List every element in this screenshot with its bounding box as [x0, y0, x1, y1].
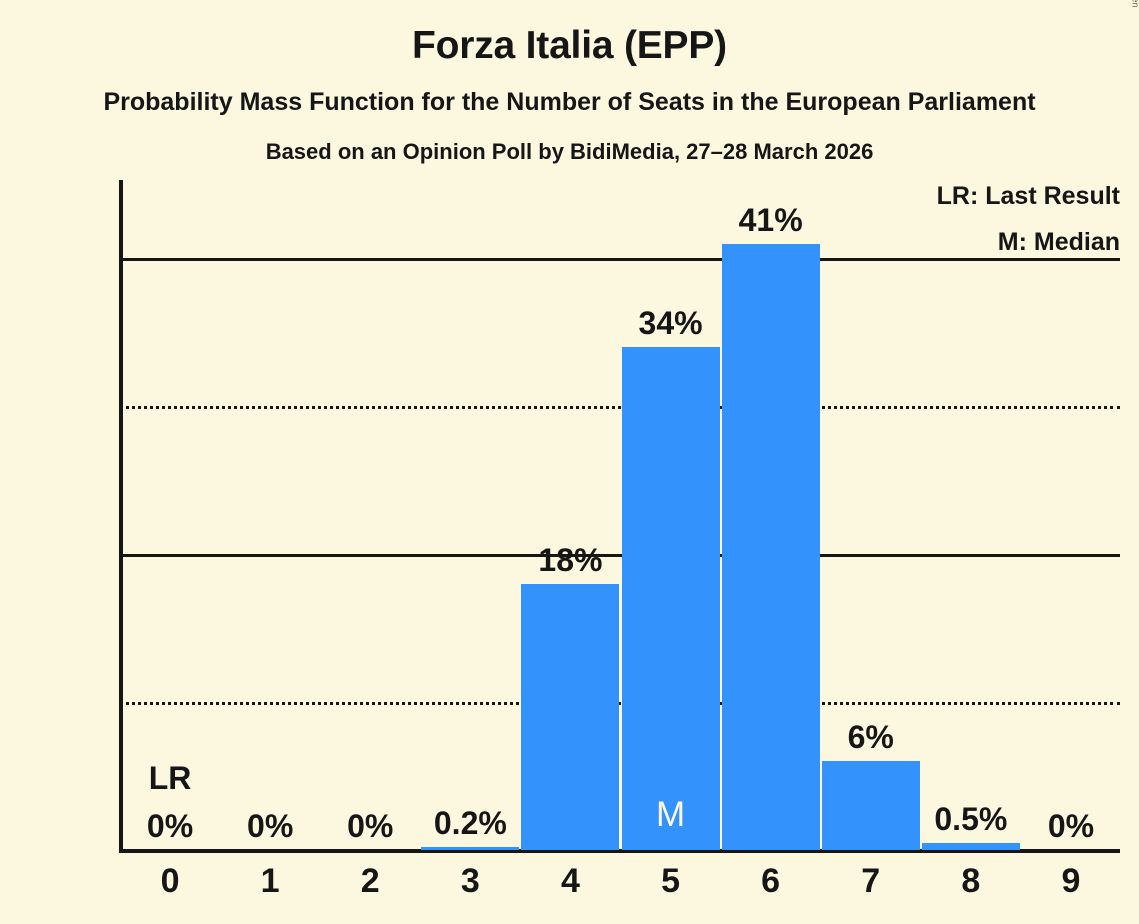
bar-seat-8[interactable] — [921, 842, 1020, 850]
bar-value-label-seat-2: 0% — [347, 808, 394, 844]
x-tick-label-5: 5 — [661, 862, 680, 900]
bar-value-label-seat-3: 0.2% — [433, 805, 507, 842]
bar-seat-3[interactable] — [421, 847, 520, 850]
bar-value-label-seat-0: 0% — [146, 808, 194, 844]
bar-group-seat-6[interactable]: 41% — [721, 180, 820, 850]
bar-value-label-seat-1: 0% — [247, 808, 294, 844]
bar-group-seat-9[interactable]: 0% — [1022, 180, 1120, 850]
bar-group-seat-4[interactable]: 18% — [521, 180, 620, 850]
bar-group-seat-1[interactable]: 0% — [221, 180, 319, 850]
gridline-major-20 — [119, 554, 1120, 558]
bar-value-label-seat-5: 34% — [638, 305, 703, 342]
bar-seat-7[interactable] — [821, 761, 920, 850]
bar-value-label-seat-7: 6% — [847, 719, 894, 756]
bar-series: 0% LR 0% 0% 0.2% 18% 34% M 41% 6% 0.5% 0% — [121, 180, 1120, 850]
bar-group-seat-8[interactable]: 0.5% — [921, 180, 1020, 850]
chart-subtitle: Probability Mass Function for the Number… — [103, 88, 1036, 116]
gridline-major-40 — [119, 258, 1120, 262]
chart-header: Forza Italia (EPP) Probability Mass Func… — [0, 0, 1139, 163]
bar-group-seat-5[interactable]: 34% M — [621, 180, 720, 850]
chart-source-line: Based on an Opinion Poll by BidiMedia, 2… — [265, 139, 874, 164]
bar-seat-4[interactable] — [521, 583, 620, 850]
last-result-marker: LR — [148, 760, 192, 796]
bar-value-label-seat-4: 18% — [538, 541, 603, 578]
x-tick-label-3: 3 — [460, 862, 480, 900]
x-tick-label-9: 9 — [1061, 862, 1081, 900]
x-tick-label-0: 0 — [160, 862, 180, 900]
bar-group-seat-3[interactable]: 0.2% — [421, 180, 520, 850]
page-title: Forza Italia (EPP) — [412, 24, 727, 67]
bar-value-label-seat-6: 41% — [738, 201, 803, 238]
x-tick-label-4: 4 — [560, 862, 580, 900]
x-tick-label-6: 6 — [761, 862, 781, 900]
x-tick-label-1: 1 — [260, 862, 280, 900]
y-axis-line — [119, 180, 123, 850]
x-axis-line — [119, 849, 1120, 853]
bar-seat-6[interactable] — [721, 243, 820, 850]
bar-group-seat-7[interactable]: 6% — [821, 180, 920, 850]
median-marker: M — [655, 795, 686, 834]
copyright-notice: © 2026 Filip van Laenen — [1131, 0, 1139, 8]
x-tick-label-2: 2 — [360, 862, 380, 900]
legend-last-result: LR: Last Result — [936, 182, 1120, 210]
bar-group-seat-2[interactable]: 0% — [321, 180, 419, 850]
chart-legend: LR: Last Result M: Median — [937, 184, 1120, 255]
plot-area: 20%40% 0%LR0%0%0.2%18%34%M41%6%0.5%0% — [119, 180, 1120, 853]
x-tick-label-7: 7 — [861, 862, 881, 900]
bar-value-label-seat-8: 0.5% — [934, 800, 1008, 837]
bar-group-seat-0[interactable]: 0% LR — [121, 180, 219, 850]
x-tick-label-8: 8 — [961, 862, 981, 900]
bar-seat-5[interactable] — [621, 347, 720, 850]
legend-median: M: Median — [997, 228, 1120, 256]
x-axis-tick-labels: 0 1 2 3 4 5 6 7 8 9 — [121, 864, 1120, 914]
gridline-minor-30 — [119, 406, 1120, 410]
bar-value-label-seat-9: 0% — [1047, 808, 1095, 844]
gridline-minor-10 — [119, 702, 1120, 706]
